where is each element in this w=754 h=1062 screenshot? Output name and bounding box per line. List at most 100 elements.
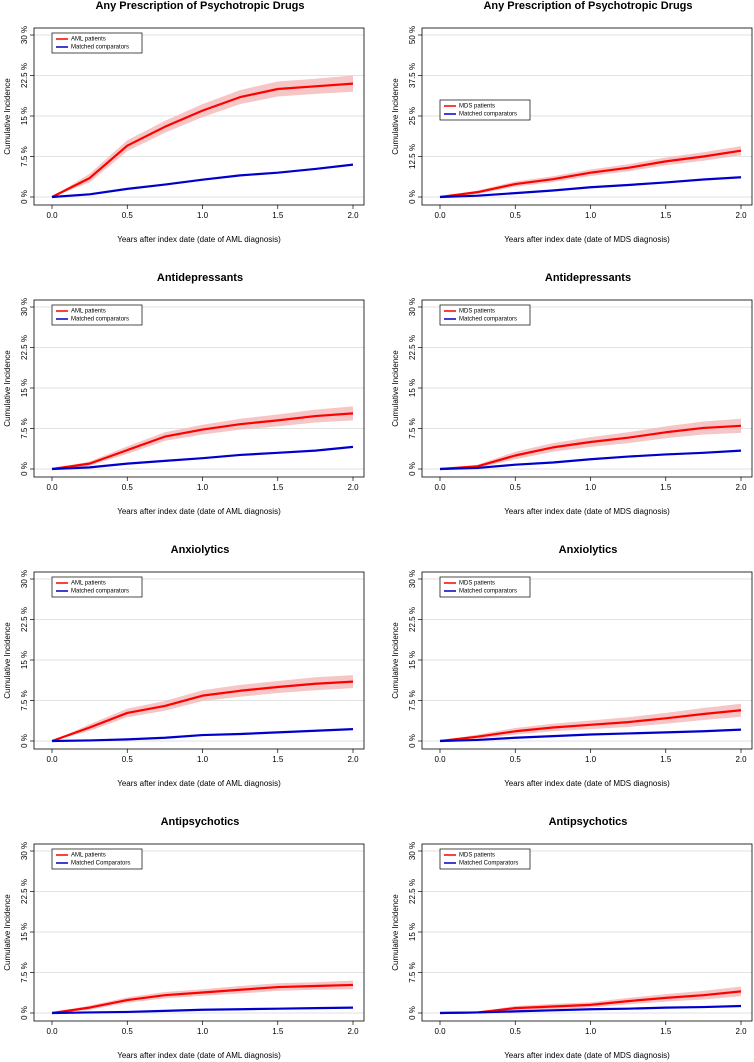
y-tick-label: 15 % bbox=[20, 651, 29, 669]
x-tick-label: 2.0 bbox=[735, 1027, 747, 1036]
x-tick-label: 0.5 bbox=[122, 755, 134, 764]
y-tick-label: 15 % bbox=[20, 107, 29, 125]
x-tick-label: 2.0 bbox=[735, 755, 747, 764]
series-line bbox=[51, 680, 354, 743]
chart-title: Antipsychotics bbox=[549, 816, 628, 828]
y-axis-label: Cumulative Incidence bbox=[3, 78, 12, 155]
y-tick-label: 0 % bbox=[408, 462, 417, 476]
x-tick-label: 1.0 bbox=[585, 1027, 597, 1036]
y-tick-label: 0 % bbox=[408, 1006, 417, 1020]
legend-label: Matched comparators bbox=[71, 589, 129, 595]
x-axis-label: Years after index date (date of MDS diag… bbox=[504, 1051, 670, 1060]
y-tick-label: 22.5 % bbox=[20, 63, 29, 88]
x-tick-label: 1.5 bbox=[272, 211, 284, 220]
y-tick-label: 7.5 % bbox=[20, 146, 29, 166]
y-tick-label: 30 % bbox=[20, 570, 29, 588]
chart-panel: Any Prescription of Psychotropic Drugs 0 … bbox=[3, 0, 365, 244]
y-tick-label: 0 % bbox=[408, 190, 417, 204]
series-line bbox=[51, 445, 354, 471]
series-line bbox=[51, 728, 354, 743]
series-line bbox=[439, 1004, 742, 1015]
x-tick-label: 2.0 bbox=[347, 1027, 359, 1036]
legend-label: AML patients bbox=[71, 581, 106, 587]
x-tick-label: 0.5 bbox=[510, 483, 522, 492]
legend-label: Matched comparators bbox=[71, 45, 129, 51]
y-tick-label: 37.5 % bbox=[408, 63, 417, 88]
x-tick-label: 2.0 bbox=[735, 483, 747, 492]
x-axis-label: Years after index date (date of MDS diag… bbox=[504, 779, 670, 788]
confidence-band bbox=[440, 986, 741, 1013]
legend-label: AML patients bbox=[71, 853, 106, 859]
chart-panel: Antidepressants 0 % 7.5 % 15 % 22.5 % 30 % 0.0… bbox=[3, 272, 365, 516]
x-axis-label: Years after index date (date of AML diag… bbox=[117, 507, 281, 516]
x-tick-label: 0.0 bbox=[434, 1027, 446, 1036]
legend-label: MDS patients bbox=[459, 853, 495, 859]
y-tick-label: 7.5 % bbox=[20, 962, 29, 982]
confidence-band bbox=[52, 406, 353, 469]
legend-label: Matched comparators bbox=[459, 317, 517, 323]
confidence-band bbox=[440, 146, 741, 197]
chart-title: Any Prescription of Psychotropic Drugs bbox=[483, 0, 692, 12]
legend-box bbox=[439, 304, 531, 326]
legend-label: Matched comparators bbox=[459, 112, 517, 118]
chart-panel: Antidepressants 0 % 7.5 % 15 % 22.5 % 30 % 0.0… bbox=[391, 272, 753, 516]
chart-panel: Any Prescription of Psychotropic Drugs 0 … bbox=[391, 0, 753, 244]
x-tick-label: 0.5 bbox=[122, 211, 134, 220]
y-tick-label: 15 % bbox=[20, 379, 29, 397]
x-tick-label: 0.5 bbox=[510, 755, 522, 764]
x-tick-label: 1.0 bbox=[197, 211, 209, 220]
x-tick-label: 0.0 bbox=[46, 755, 58, 764]
series-line bbox=[439, 149, 742, 199]
y-tick-label: 30 % bbox=[20, 26, 29, 44]
y-tick-label: 12.5 % bbox=[408, 144, 417, 169]
x-tick-label: 2.0 bbox=[347, 483, 359, 492]
x-tick-label: 1.5 bbox=[272, 755, 284, 764]
legend-box bbox=[439, 848, 531, 870]
series-line bbox=[439, 424, 742, 471]
y-axis-label: Cumulative Incidence bbox=[3, 350, 12, 427]
series-line bbox=[51, 82, 354, 198]
x-tick-label: 1.0 bbox=[197, 1027, 209, 1036]
series-line bbox=[439, 176, 742, 199]
y-tick-label: 30 % bbox=[20, 842, 29, 860]
y-axis-label: Cumulative Incidence bbox=[3, 894, 12, 971]
y-tick-label: 25 % bbox=[408, 107, 417, 125]
legend-label: Matched Comparators bbox=[71, 861, 130, 867]
series-line bbox=[51, 1006, 354, 1015]
plot-frame bbox=[33, 843, 365, 1022]
x-tick-label: 0.0 bbox=[434, 755, 446, 764]
legend-box bbox=[51, 304, 143, 326]
y-tick-label: 0 % bbox=[20, 462, 29, 476]
x-tick-label: 0.5 bbox=[122, 1027, 134, 1036]
y-tick-label: 7.5 % bbox=[20, 690, 29, 710]
legend-box bbox=[51, 32, 143, 54]
y-tick-label: 7.5 % bbox=[408, 418, 417, 438]
confidence-band bbox=[52, 675, 353, 741]
y-tick-label: 7.5 % bbox=[408, 690, 417, 710]
series-line bbox=[51, 412, 354, 471]
legend-label: Matched Comparators bbox=[459, 861, 518, 867]
x-axis-label: Years after index date (date of AML diag… bbox=[117, 779, 281, 788]
x-tick-label: 2.0 bbox=[347, 755, 359, 764]
legend-label: Matched comparators bbox=[71, 317, 129, 323]
x-tick-label: 0.5 bbox=[122, 483, 134, 492]
y-tick-label: 0 % bbox=[20, 734, 29, 748]
y-axis-label: Cumulative Incidence bbox=[391, 894, 400, 971]
series-line bbox=[51, 983, 354, 1015]
x-axis-label: Years after index date (date of AML diag… bbox=[117, 1051, 281, 1060]
plot-frame bbox=[421, 571, 753, 750]
y-tick-label: 22.5 % bbox=[408, 879, 417, 904]
y-tick-label: 15 % bbox=[408, 923, 417, 941]
legend-box bbox=[51, 848, 143, 870]
legend-box bbox=[439, 99, 531, 121]
legend-label: AML patients bbox=[71, 37, 106, 43]
y-tick-label: 15 % bbox=[408, 651, 417, 669]
x-tick-label: 2.0 bbox=[347, 211, 359, 220]
x-tick-label: 1.5 bbox=[272, 483, 284, 492]
x-tick-label: 1.5 bbox=[660, 755, 672, 764]
legend-label: Matched comparators bbox=[459, 589, 517, 595]
legend-label: MDS patients bbox=[459, 309, 495, 315]
x-axis-label: Years after index date (date of MDS diag… bbox=[504, 235, 670, 244]
plot-frame bbox=[33, 571, 365, 750]
